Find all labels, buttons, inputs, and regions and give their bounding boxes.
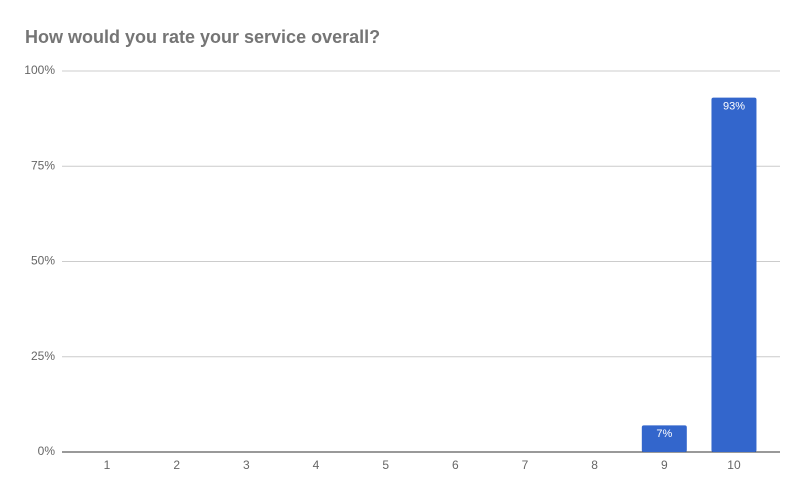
x-tick-label: 7	[522, 458, 529, 472]
y-tick-label: 0%	[38, 444, 56, 458]
chart-title: How would you rate your service overall?	[25, 27, 380, 47]
bar	[711, 97, 757, 453]
y-tick-label: 75%	[31, 158, 55, 172]
x-tick-label: 2	[173, 458, 180, 472]
data-label: 93%	[723, 101, 745, 113]
x-tick-label: 4	[313, 458, 320, 472]
bar	[641, 425, 687, 452]
x-tick-label: 3	[243, 458, 250, 472]
x-tick-label: 6	[452, 458, 459, 472]
x-tick-label: 8	[591, 458, 598, 472]
y-tick-label: 100%	[24, 63, 55, 77]
y-tick-label: 25%	[31, 349, 55, 363]
x-tick-label: 1	[104, 458, 111, 472]
x-tick-label: 5	[382, 458, 389, 472]
x-tick-label: 9	[661, 458, 668, 472]
data-label: 7%	[656, 428, 672, 440]
y-tick-label: 50%	[31, 254, 55, 268]
x-tick-label: 10	[727, 458, 741, 472]
